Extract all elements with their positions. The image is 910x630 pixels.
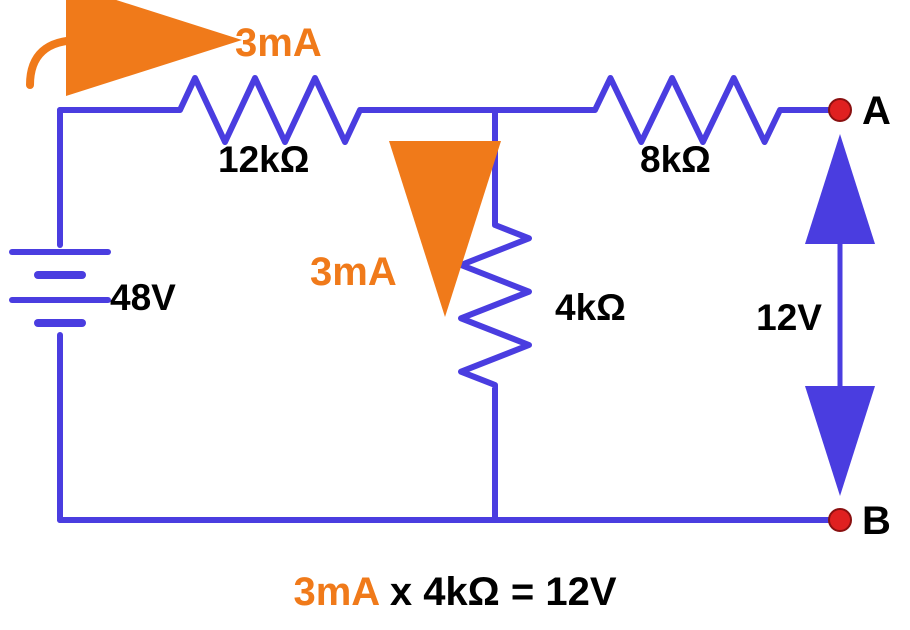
current-branch-label: 3mA	[310, 250, 397, 294]
resistor-r2-label: 8kΩ	[640, 139, 711, 180]
equation-text: 3mA x 4kΩ = 12V	[293, 570, 616, 614]
source-voltage-label: 48V	[110, 277, 176, 318]
resistor-r1-label: 12kΩ	[218, 139, 309, 180]
circuit-diagram: 48V 12kΩ 8kΩ 4kΩ A B 12V 3mA 3mA 3mA x 4kΩ = 12V	[0, 0, 910, 630]
vab-label: 12V	[756, 297, 822, 338]
resistor-r3-label: 4kΩ	[555, 287, 626, 328]
terminal-b-label: B	[862, 499, 891, 543]
terminal-a-label: A	[862, 89, 891, 133]
current-top-label: 3mA	[235, 21, 322, 65]
